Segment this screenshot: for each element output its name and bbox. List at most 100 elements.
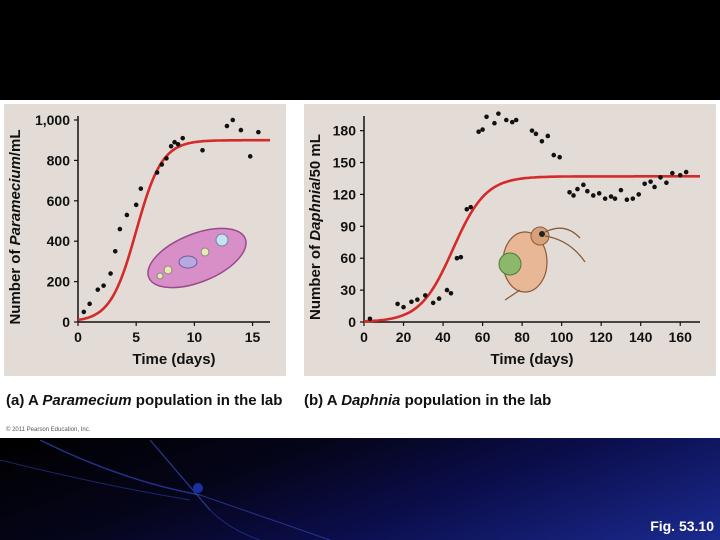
data-point (664, 180, 669, 186)
y-tick-label: 180 (333, 123, 357, 139)
data-point (476, 129, 481, 134)
data-point (395, 301, 400, 307)
x-tick-label: 120 (589, 329, 613, 345)
data-point (101, 283, 106, 288)
daphnia-eggs (498, 252, 522, 276)
data-point (608, 194, 614, 199)
data-point (596, 191, 602, 196)
paramecium-nucleus (178, 255, 198, 269)
data-point (87, 301, 92, 307)
y-tick-label: 60 (340, 250, 356, 266)
data-point (117, 226, 123, 232)
data-point (670, 170, 675, 176)
data-point (624, 197, 630, 203)
data-point (448, 290, 454, 296)
data-point (658, 175, 663, 180)
data-point (112, 249, 118, 254)
x-tick-label: 140 (629, 329, 653, 345)
chart-b: 0 20 40 60 80 100 120 140 160 0 30 60 90 120 150 180 Tim… (307, 111, 700, 368)
data-point (545, 133, 551, 139)
paramecium-vacuole (215, 233, 229, 247)
paramecium-illustration (147, 227, 247, 289)
data-point (175, 141, 181, 147)
data-point (108, 271, 113, 276)
y-axis-label-part: /mL (7, 129, 24, 156)
data-point (454, 255, 460, 261)
deco-line (149, 440, 211, 511)
data-point (652, 184, 657, 190)
data-point (256, 129, 261, 135)
y-axis-label-part: Number of (7, 245, 24, 324)
daphnia-illustration (498, 226, 586, 301)
data-point (683, 169, 689, 175)
data-point (224, 123, 230, 129)
data-point (436, 296, 442, 301)
x-axis-label: Time (days) (490, 351, 573, 368)
x-tick-label: 0 (360, 329, 368, 345)
caption-b: (b) A Daphnia population in the lab (304, 392, 552, 409)
x-tick-label: 80 (514, 329, 530, 345)
data-point (642, 181, 647, 187)
data-point (415, 297, 420, 302)
data-point (409, 299, 414, 305)
deco-dot (193, 483, 203, 493)
data-point (458, 254, 464, 260)
data-point (422, 293, 428, 298)
data-point (636, 192, 642, 197)
deco-arc (39, 440, 201, 496)
paramecium-cell (147, 227, 247, 289)
deco-line (199, 494, 331, 540)
data-point (567, 189, 572, 195)
data-point (468, 204, 474, 210)
logistic-curve (363, 175, 700, 323)
y-axis-label-part: Daphnia (307, 182, 324, 241)
data-point (648, 179, 653, 184)
data-point (585, 188, 590, 194)
y-tick-label: 150 (333, 155, 357, 171)
paramecium-vacuole (200, 247, 210, 257)
data-point (124, 212, 130, 218)
logistic-curve (77, 138, 270, 322)
deco-arc (209, 509, 261, 540)
daphnia-antenna (544, 227, 586, 263)
paramecium-vacuole (163, 265, 173, 275)
data-point (509, 119, 515, 125)
data-point (677, 172, 683, 178)
data-point (401, 304, 406, 310)
data-point (133, 202, 139, 208)
caption-a: (a) A Paramecium population in the lab (6, 392, 283, 409)
x-tick-label: 20 (396, 329, 412, 345)
data-point (200, 148, 205, 153)
data-point (590, 193, 596, 198)
x-tick-label: 100 (550, 329, 574, 345)
x-tick-label: 15 (245, 329, 261, 345)
y-tick-label: 1,000 (35, 112, 70, 128)
x-axis-label: Time (days) (132, 351, 215, 368)
data-point (612, 196, 618, 201)
data-point (444, 287, 450, 293)
x-tick-label: 160 (669, 329, 693, 345)
data-point (172, 139, 177, 145)
data-point (238, 127, 244, 133)
y-axis-label: Number of Paramecium/mL (7, 129, 24, 324)
data-point (602, 196, 608, 201)
y-axis-label-part: Paramecium (7, 156, 24, 245)
x-tick-label: 60 (475, 329, 491, 345)
x-tick-label: 0 (74, 329, 82, 345)
data-point (138, 186, 144, 191)
deco-arc (0, 459, 191, 501)
y-tick-label: 120 (333, 186, 357, 202)
data-point (551, 152, 557, 158)
chart-a: 0 5 10 15 0 200 400 600 800 1,000 Time (days) Numbe… (7, 112, 270, 368)
data-point (513, 117, 519, 123)
paramecium-vacuole (156, 272, 164, 280)
y-tick-label: 0 (348, 314, 356, 330)
x-tick-label: 40 (435, 329, 451, 345)
data-point (571, 193, 576, 198)
x-tick-label: 5 (132, 329, 140, 345)
data-point (484, 114, 489, 120)
data-point (618, 187, 624, 193)
y-tick-label: 600 (47, 193, 71, 209)
data-point (247, 154, 253, 159)
data-point (95, 287, 101, 292)
